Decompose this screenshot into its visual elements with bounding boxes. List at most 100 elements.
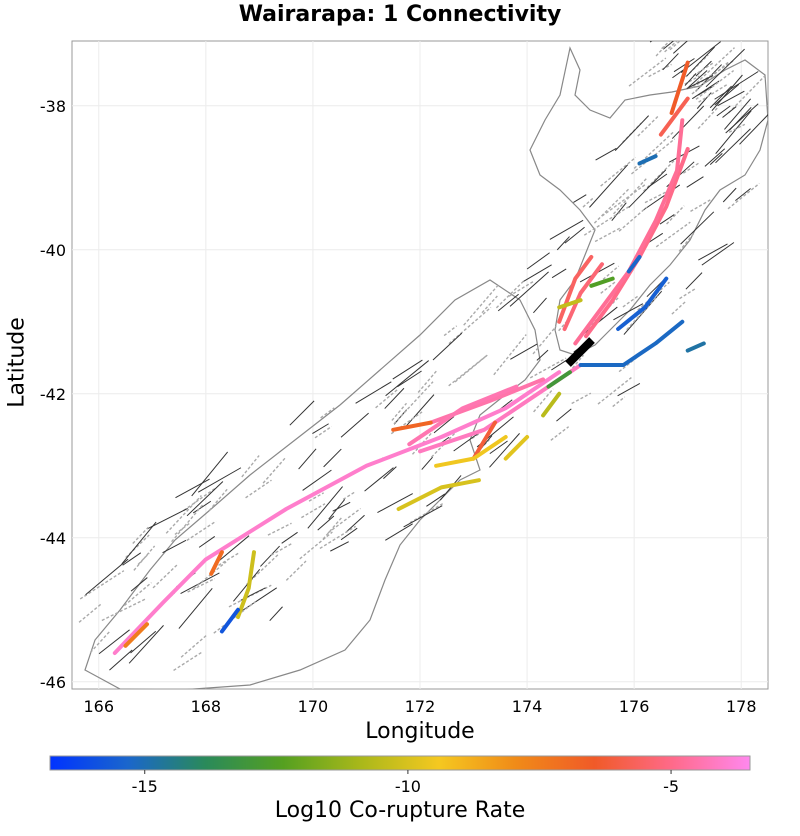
fault-trace <box>679 288 696 300</box>
fault-trace <box>319 525 357 550</box>
x-tick-label: 170 <box>298 697 329 716</box>
fault-trace <box>481 295 498 314</box>
fault-trace <box>647 173 668 189</box>
fault-trace <box>645 7 678 38</box>
fault-trace <box>628 57 667 87</box>
fault-trace <box>698 83 729 103</box>
fault-trace <box>655 44 668 57</box>
fault-trace <box>724 98 752 130</box>
fault-trace <box>121 521 157 565</box>
fault-trace <box>622 295 639 308</box>
fault-trace <box>686 176 704 188</box>
fault-trace <box>625 0 639 6</box>
y-tick-label: -40 <box>40 241 66 260</box>
fault-trace <box>183 487 216 512</box>
fault-trace <box>600 156 637 187</box>
fault-trace <box>193 561 227 590</box>
fault-trace <box>312 423 329 434</box>
fault-trace <box>137 552 150 565</box>
fault-trace <box>568 354 585 373</box>
fault-trace <box>109 649 133 671</box>
fault-trace <box>638 0 662 22</box>
fault-trace <box>262 457 287 484</box>
fault-trace <box>680 211 715 245</box>
fault-trace <box>698 243 728 261</box>
fault-trace <box>701 242 735 266</box>
fault-trace <box>686 75 714 89</box>
fault-trace <box>391 402 408 421</box>
colorbar-tick-label: -5 <box>663 777 679 796</box>
fault-trace <box>601 183 647 217</box>
fault-trace <box>662 41 675 50</box>
fault-trace <box>714 83 740 106</box>
fault-trace <box>323 448 342 468</box>
x-tick-label: 178 <box>726 697 757 716</box>
fault-trace <box>618 206 648 232</box>
fault-trace <box>186 520 217 542</box>
fault-trace <box>597 377 632 405</box>
fault-trace <box>683 161 701 174</box>
colorbar-tick-label: -15 <box>132 777 158 796</box>
fault-trace <box>162 539 187 554</box>
corupture-segment <box>123 622 149 648</box>
fault-trace <box>705 48 745 88</box>
fault-trace <box>634 0 667 24</box>
fault-trace <box>453 432 480 452</box>
fault-trace <box>385 523 413 541</box>
fault-trace <box>564 226 585 244</box>
gridlines <box>72 41 768 689</box>
fault-trace <box>302 469 332 491</box>
fault-trace <box>655 221 691 248</box>
x-tick-label: 168 <box>191 697 222 716</box>
fault-trace <box>672 68 686 79</box>
fault-trace <box>549 219 584 240</box>
fault-trace <box>715 110 752 155</box>
fault-trace <box>614 115 649 151</box>
fault-trace <box>678 231 696 252</box>
fault-trace <box>697 85 714 96</box>
fault-trace <box>147 507 188 530</box>
fault-trace <box>611 202 627 222</box>
fault-trace <box>633 131 675 169</box>
corupture-segment <box>658 96 690 137</box>
corupture-segment <box>637 154 658 166</box>
fault-trace <box>432 332 463 361</box>
fault-trace <box>493 334 527 376</box>
fault-trace <box>551 359 568 371</box>
fault-trace <box>533 388 554 413</box>
fault-trace <box>627 0 651 10</box>
fault-trace <box>659 214 675 225</box>
fault-trace <box>241 455 260 478</box>
chart-title: Wairarapa: 1 Connectivity <box>238 2 562 27</box>
fault-trace <box>510 343 538 360</box>
fault-trace <box>448 306 492 345</box>
fault-trace <box>715 128 751 164</box>
coastline-north-island <box>529 46 768 356</box>
fault-trace <box>671 105 705 139</box>
fault-trace <box>685 272 703 290</box>
fault-trace <box>165 495 202 534</box>
fault-trace <box>648 63 672 78</box>
fault-trace <box>722 187 737 203</box>
fault-trace <box>317 515 335 531</box>
fault-trace <box>218 551 241 566</box>
fault-trace <box>595 147 617 161</box>
fault-trace <box>85 558 129 596</box>
fault-trace <box>267 522 292 536</box>
fault-trace <box>393 381 434 425</box>
colorbar <box>49 755 751 771</box>
corupture-segment <box>209 550 224 576</box>
fault-trace <box>551 268 567 279</box>
fault-trace <box>385 360 429 397</box>
fault-trace <box>690 199 711 213</box>
fault-trace <box>132 526 149 544</box>
fault-trace <box>593 188 630 224</box>
fault-trace <box>364 467 394 492</box>
fault-trace <box>526 252 550 270</box>
fault-trace <box>643 153 682 192</box>
fault-trace <box>383 466 397 479</box>
coastline-south-island <box>84 279 541 689</box>
fault-trace <box>646 20 668 34</box>
fault-trace <box>727 182 760 210</box>
